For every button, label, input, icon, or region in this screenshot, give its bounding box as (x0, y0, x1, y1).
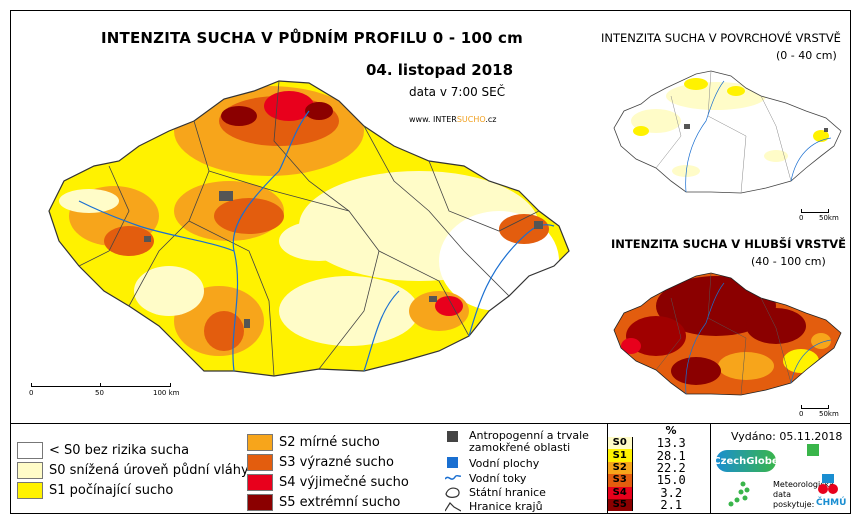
legend-label-s5: S5 extrémní sucho (279, 495, 401, 510)
czechglobe-logo: CzechGlobe (713, 450, 779, 472)
surface-drought-map (596, 66, 850, 231)
legend-label-below-s0: < S0 bez rizika sucha (49, 443, 190, 458)
stats-header: % (665, 424, 677, 437)
legend-swatch-s2 (247, 434, 273, 451)
stats-class-s4: S4 (608, 486, 632, 499)
legend-area: < S0 bez rizika sucha S0 snížená úroveň … (11, 423, 850, 513)
stats-row-s3: S3 15.0 (608, 474, 710, 487)
state-border (48, 80, 570, 377)
legend-label-s2: S2 mírné sucho (279, 435, 380, 450)
deep-map-svg (613, 272, 842, 396)
legend-swatch-s0 (17, 462, 43, 479)
deep-drought-map (596, 266, 850, 426)
dark-square-icon (445, 430, 461, 444)
issued-date: Vydáno: 05.11.2018 (731, 430, 843, 443)
region-borders (78, 80, 540, 377)
scale-label-100: 100 km (153, 389, 180, 397)
stats-row-s5: S5 2.1 (608, 498, 710, 512)
website-suffix: .cz (485, 115, 497, 124)
surface-map-svg (613, 70, 842, 194)
legend-label-s3: S3 výrazné sucho (279, 455, 394, 470)
stats-value-s1: 28.1 (631, 449, 710, 462)
stats-class-s1: S1 (608, 449, 632, 462)
legend-item-s5: S5 extrémní sucho (247, 494, 400, 511)
legend-item-water-bodies: Vodní plochy (445, 456, 539, 470)
legend-item-s0: S0 snížená úroveň půdní vláhy (17, 462, 249, 479)
legend-swatch-s4 (247, 474, 273, 491)
surface-map-title: INTENZITA SUCHA V POVRCHOVÉ VRSTVĚ (601, 31, 841, 45)
provider-label: Meteorologická data poskytuje: (773, 480, 834, 510)
legend-label-state-border: Státní hranice (469, 485, 546, 499)
legend-item-s3: S3 výrazné sucho (247, 454, 394, 471)
legend-item-below-s0: < S0 bez rizika sucha (17, 442, 189, 459)
legend-swatch-s1 (17, 482, 43, 499)
stats-value-s5: 2.1 (631, 499, 710, 512)
stats-class-s0: S0 (608, 437, 632, 450)
website-highlight: SUCHO (456, 115, 486, 124)
legend-label-water-bodies: Vodní plochy (469, 456, 540, 470)
deep-scale-label-50: 50km (819, 410, 839, 418)
surface-scale-label-0: 0 (799, 214, 804, 222)
legend-label-s1: S1 počínající sucho (49, 483, 174, 498)
legend-label-region-border: Hranice krajů (469, 499, 543, 513)
data-time: data v 7:00 SEČ (409, 85, 506, 99)
deep-map-title: INTENZITA SUCHA V HLUBŠÍ VRSTVĚ (611, 237, 847, 251)
scale-label-0: 0 (29, 389, 34, 397)
legend-item-s4: S4 výjimečné sucho (247, 474, 409, 491)
chmu-logo-text: ČHMÚ (816, 498, 847, 508)
surface-scale-label-50: 50km (819, 214, 839, 222)
chmu-logo-icon (817, 474, 839, 496)
drought-intensity-raster (49, 81, 569, 376)
main-map-svg (48, 80, 570, 377)
stats-value-s4: 3.2 (631, 487, 710, 499)
legend-item-region-border: Hranice krajů (444, 499, 543, 513)
map-sheet: INTENZITA SUCHA V PŮDNÍM PROFILU 0 - 100… (10, 10, 851, 514)
legend-swatch-s3 (247, 454, 273, 471)
website-prefix: www. INTER (409, 115, 457, 124)
legend-label-s4: S4 výjimečné sucho (279, 475, 409, 490)
stats-value-s2: 22.2 (631, 462, 710, 475)
legend-item-s1: S1 počínající sucho (17, 482, 173, 499)
main-map-title: INTENZITA SUCHA V PŮDNÍM PROFILU 0 - 100… (101, 29, 523, 47)
area-percentage-table: % S0 13.3 S1 28.1 S2 22.2 S3 15.0 S4 3.2 S5 2.… (607, 424, 711, 513)
legend-label-anthropogenic: Antropogenní a trvale zamokřené oblasti (469, 429, 589, 454)
mendel-university-logo (723, 478, 753, 508)
soil-institute-logo (807, 444, 819, 456)
provider-label-text: Meteorologická data poskytuje: (773, 480, 834, 509)
river-line-icon (444, 471, 462, 485)
legend-item-state-border: Státní hranice (445, 485, 546, 499)
state-border-icon (445, 485, 461, 499)
scale-label-50: 50 (95, 389, 104, 397)
legend-swatch-below-s0 (17, 442, 43, 459)
deep-map-depth: (40 - 100 cm) (751, 255, 826, 268)
stats-value-s3: 15.0 (631, 474, 710, 487)
map-date: 04. listopad 2018 (366, 61, 514, 79)
legend-item-anthropogenic: Antropogenní a trvale zamokřené oblasti (445, 430, 617, 454)
surface-map-depth: (0 - 40 cm) (776, 49, 837, 62)
region-border-icon (444, 499, 462, 513)
stats-row-s4: S4 3.2 (608, 487, 710, 499)
stats-value-s0: 13.3 (631, 437, 710, 450)
legend-item-rivers: Vodní toky (444, 471, 527, 485)
deep-scale-label-0: 0 (799, 410, 804, 418)
legend-label-rivers: Vodní toky (469, 471, 527, 485)
blue-square-icon (445, 456, 461, 470)
legend-label-s0: S0 snížená úroveň půdní vláhy (49, 463, 249, 478)
stats-row-s0: S0 13.3 (608, 437, 710, 450)
anthropogenic-areas (144, 191, 543, 328)
stats-class-s5: S5 (608, 498, 632, 512)
stats-class-s3: S3 (608, 474, 632, 487)
legend-swatch-s5 (247, 494, 273, 511)
website-link[interactable]: www. INTERSUCHO.cz (409, 115, 496, 124)
legend-item-s2: S2 mírné sucho (247, 434, 380, 451)
stats-class-s2: S2 (608, 461, 632, 475)
stats-row-s1: S1 28.1 (608, 449, 710, 462)
main-drought-map (19, 51, 589, 411)
stats-row-s2: S2 22.2 (608, 461, 710, 475)
